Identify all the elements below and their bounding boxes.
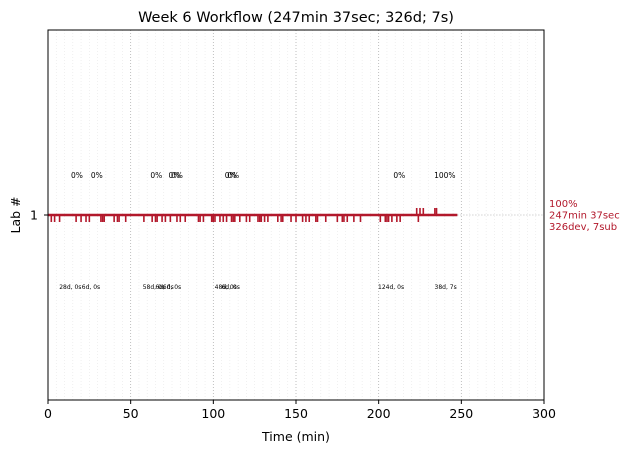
series-end-label-line: 247min 37sec xyxy=(549,211,620,222)
segment-label: 58d, 0s xyxy=(143,284,165,291)
percent-label: 0% xyxy=(393,171,405,180)
segment-label: 6d, 0s xyxy=(163,284,181,291)
y-axis-label: Lab # xyxy=(8,196,23,233)
x-tick-label: 0 xyxy=(44,406,52,421)
x-tick-label: 200 xyxy=(367,406,391,421)
percent-label: 0% xyxy=(171,171,183,180)
segment-label: 6d, 0s xyxy=(221,284,239,291)
segment-label: 6d, 0s xyxy=(155,284,173,291)
series-end-label-line: 326dev, 7sub xyxy=(549,222,617,233)
x-tick-label: 100 xyxy=(201,406,225,421)
y-tick-label: 1 xyxy=(30,208,38,223)
percent-label: 0% xyxy=(91,171,103,180)
percent-label: 0% xyxy=(227,171,239,180)
segment-label: 6d, 0s xyxy=(82,284,100,291)
segment-label: 48d, 0s xyxy=(215,284,237,291)
segment-label: 28d, 0s xyxy=(59,284,81,291)
y-axis: 1 xyxy=(30,208,48,223)
percent-label: 0% xyxy=(169,171,181,180)
x-axis: 0 50 100 150 200 250 300 xyxy=(44,400,556,421)
percent-labels: 0% 0% 0% 0%0% 0%0% 0% 100% xyxy=(71,171,456,180)
chart-title: Week 6 Workflow (247min 37sec; 326d; 7s) xyxy=(138,10,454,26)
x-tick-label: 300 xyxy=(532,406,556,421)
percent-label: 0% xyxy=(71,171,83,180)
segment-label: 124d, 0s xyxy=(378,284,404,291)
segment-label: 38d, 7s xyxy=(435,284,457,291)
x-tick-label: 50 xyxy=(123,406,139,421)
series-end-label-line: 100% xyxy=(549,199,578,210)
percent-label: 0% xyxy=(150,171,162,180)
percent-label: 0% xyxy=(225,171,237,180)
x-tick-label: 150 xyxy=(284,406,308,421)
x-tick-label: 250 xyxy=(449,406,473,421)
percent-label: 100% xyxy=(434,171,455,180)
x-axis-label: Time (min) xyxy=(261,429,330,444)
